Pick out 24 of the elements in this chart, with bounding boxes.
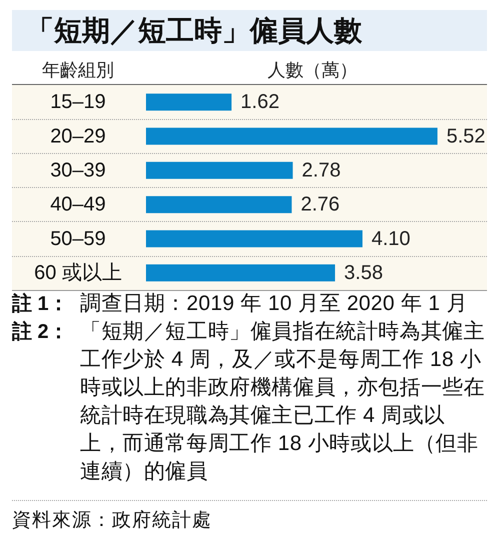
x-axis-title: 人數（萬）: [266, 59, 358, 82]
bar: [146, 264, 336, 282]
bar: [146, 196, 292, 214]
text: 註 2：「短期／短工時」僱員指在統計時為其僱主工作少於 4 周，及／或不是每周工作 18 小時或以上的非政府機構僱員，亦包括一些在統計時在現職為其僱主已工作 4 周或以上，而通常每周工作 18 小時或以上（但非連續）的僱員: [12, 319, 486, 485]
y-tick-label: 60 或以上: [34, 262, 122, 284]
data-label: 5.52: [446, 125, 486, 148]
data-label: 3.58: [344, 262, 383, 284]
data-label: 1.62: [240, 91, 280, 114]
data-label: 2.76: [300, 194, 340, 216]
y-axis-title: 年齡組別: [41, 59, 115, 82]
bar: [146, 162, 293, 179]
text: 註 1：調查日期：2019 年 10 月至 2020 年 1 月: [12, 291, 469, 317]
bar: [146, 230, 362, 248]
y-tick-label: 20–29: [50, 125, 106, 148]
y-tick-label: 50–59: [50, 228, 106, 250]
bar: [146, 128, 438, 145]
chart-title: 「短期／短工時」僱員人數: [12, 10, 487, 51]
y-tick-label: 30–39: [50, 159, 106, 182]
bar: [146, 94, 232, 111]
data-label: 2.78: [302, 159, 341, 182]
y-tick-label: 40–49: [50, 194, 106, 216]
y-tick-label: 15–19: [50, 91, 106, 114]
data-label: 4.10: [371, 228, 410, 250]
source-note: 資料來源：政府統計處: [12, 500, 487, 535]
